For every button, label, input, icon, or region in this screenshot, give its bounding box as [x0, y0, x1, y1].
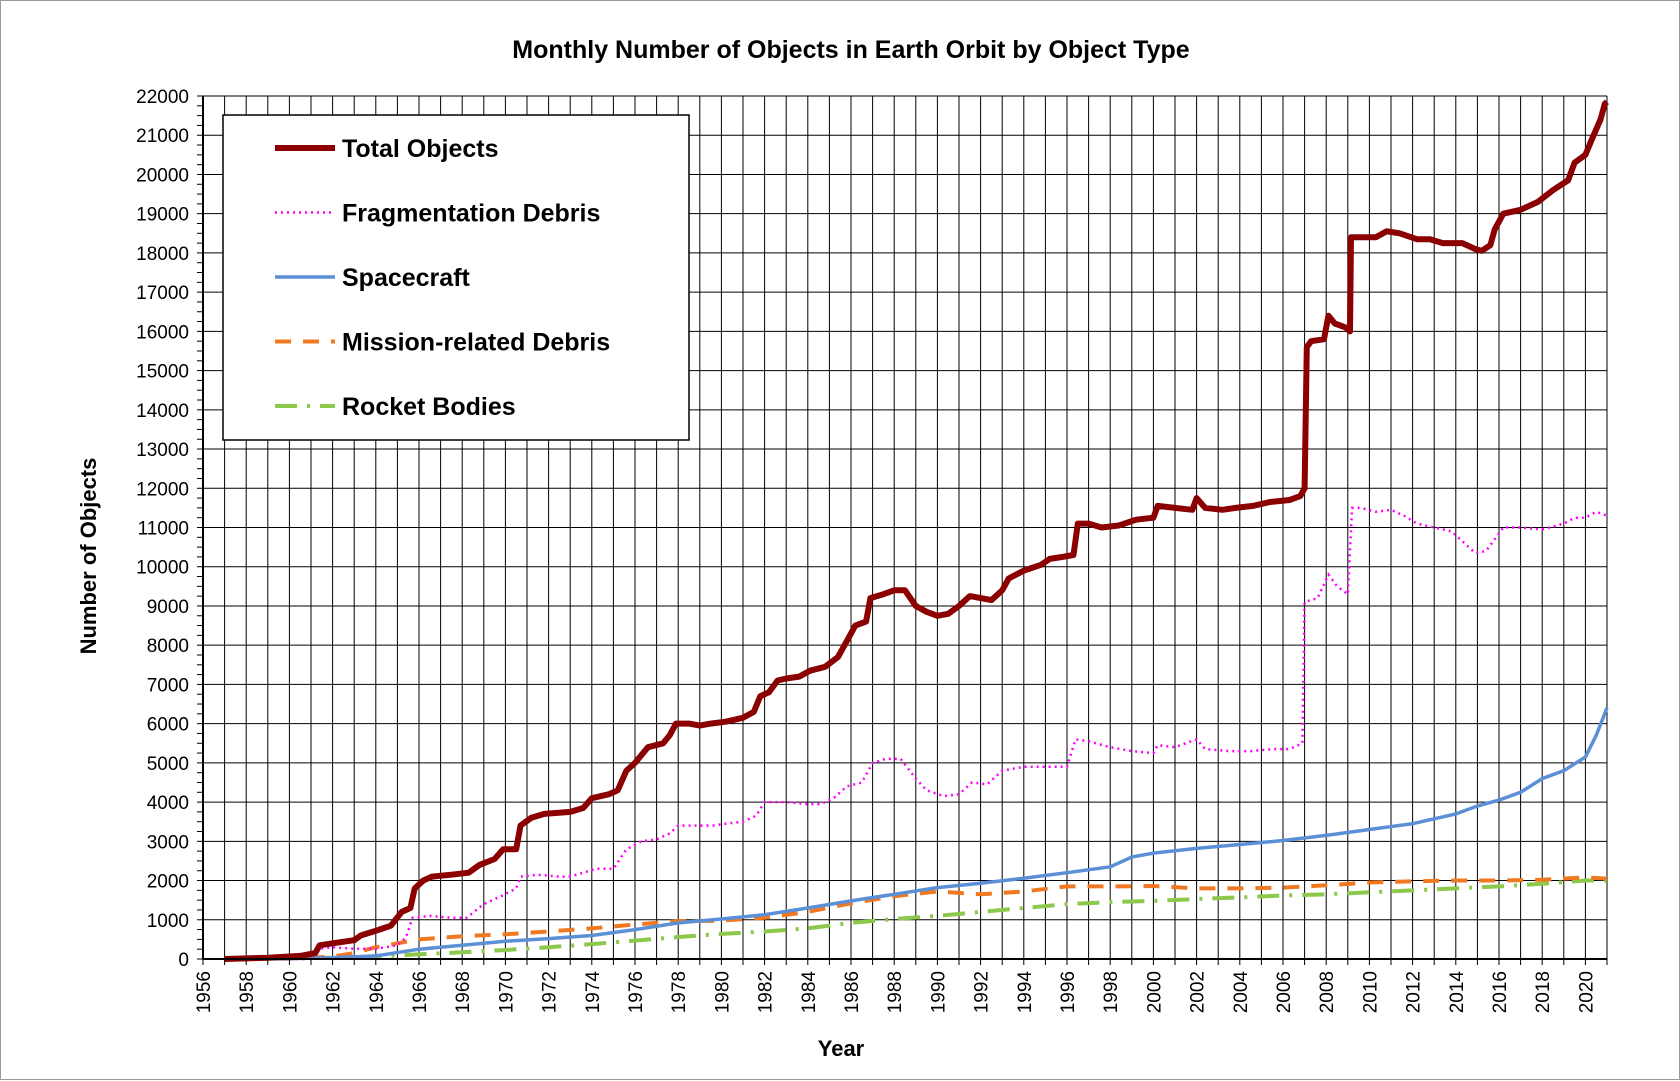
x-tick-label: 1972	[540, 971, 561, 1013]
y-tick-label: 15000	[136, 362, 189, 383]
y-tick-label: 21000	[136, 126, 189, 147]
y-axis-label: Number of Objects	[76, 458, 101, 655]
y-tick-label: 22000	[136, 87, 189, 108]
x-tick-label: 1968	[453, 971, 474, 1013]
y-tick-label: 16000	[136, 322, 189, 343]
y-tick-label: 8000	[147, 636, 189, 657]
y-tick-label: 14000	[136, 401, 189, 422]
x-tick-label: 1960	[280, 971, 301, 1013]
x-tick-label: 1964	[367, 971, 388, 1014]
x-tick-label: 1958	[237, 971, 258, 1013]
x-tick-label: 1962	[324, 971, 345, 1013]
x-tick-label: 1978	[669, 971, 690, 1013]
legend-label: Total Objects	[342, 135, 499, 163]
y-tick-label: 18000	[136, 244, 189, 265]
y-tick-label: 7000	[147, 675, 189, 696]
x-tick-label: 1982	[756, 971, 777, 1013]
x-tick-label: 2010	[1360, 971, 1381, 1013]
y-tick-label: 19000	[136, 205, 189, 226]
y-tick-label: 10000	[136, 558, 189, 579]
x-tick-label: 1980	[712, 971, 733, 1013]
x-tick-label: 1998	[1101, 971, 1122, 1013]
x-tick-label: 1970	[496, 971, 517, 1013]
x-tick-label: 1986	[842, 971, 863, 1013]
x-tick-label: 2018	[1533, 971, 1554, 1013]
x-tick-label: 2014	[1447, 971, 1468, 1014]
legend-label: Spacecraft	[342, 264, 471, 292]
x-tick-label: 2008	[1317, 971, 1338, 1013]
x-tick-label: 2004	[1231, 971, 1252, 1014]
legend-label: Mission-related Debris	[342, 329, 610, 357]
x-tick-label: 1996	[1058, 971, 1079, 1013]
x-tick-label: 1974	[583, 971, 604, 1014]
x-axis-label: Year	[818, 1036, 865, 1061]
legend: Total Objects Fragmentation Debris Spacecr…	[222, 114, 690, 441]
y-tick-label: 0	[178, 950, 189, 971]
legend-label: Rocket Bodies	[342, 393, 516, 421]
series-line-fragmentation-debris	[224, 506, 1608, 961]
y-tick-label: 13000	[136, 440, 189, 461]
y-tick-label: 1000	[147, 911, 189, 932]
axes	[197, 95, 1608, 965]
y-tick-label: 4000	[147, 793, 189, 814]
x-tick-label: 2016	[1490, 971, 1511, 1013]
x-tick-label: 1976	[626, 971, 647, 1013]
x-tick-label: 1990	[928, 971, 949, 1013]
y-tick-label: 6000	[147, 715, 189, 736]
x-tick-label: 2002	[1188, 971, 1209, 1013]
x-tick-label: 1988	[885, 971, 906, 1013]
y-tick-label: 2000	[147, 872, 189, 893]
x-tick-label: 1984	[799, 971, 820, 1014]
series-layer	[224, 99, 1609, 962]
legend-label: Fragmentation Debris	[342, 200, 600, 228]
y-tick-label: 12000	[136, 479, 189, 500]
x-tick-label: 2020	[1576, 971, 1597, 1013]
tick-labels: 0 1000 2000 3000 4000 5000 6000 7000 8000 9000 100…	[136, 87, 1597, 1013]
series-line-spacecraft	[224, 707, 1609, 961]
x-tick-label: 1956	[194, 971, 215, 1013]
y-tick-label: 3000	[147, 832, 189, 853]
x-tick-label: 2012	[1404, 971, 1425, 1013]
x-tick-label: 1994	[1015, 971, 1036, 1014]
y-tick-label: 11000	[138, 519, 189, 540]
y-tick-label: 20000	[136, 165, 189, 186]
series-line-total-objects	[224, 99, 1609, 962]
series-line-rocket-bodies	[224, 878, 1607, 961]
chart-title: Monthly Number of Objects in Earth Orbit…	[512, 36, 1189, 64]
x-tick-label: 2000	[1144, 971, 1165, 1013]
x-tick-label: 1966	[410, 971, 431, 1013]
x-tick-label: 1992	[972, 971, 993, 1013]
y-tick-label: 17000	[136, 283, 189, 304]
x-tick-label: 2006	[1274, 971, 1295, 1013]
y-tick-label: 9000	[147, 597, 189, 618]
y-tick-label: 5000	[147, 754, 189, 775]
